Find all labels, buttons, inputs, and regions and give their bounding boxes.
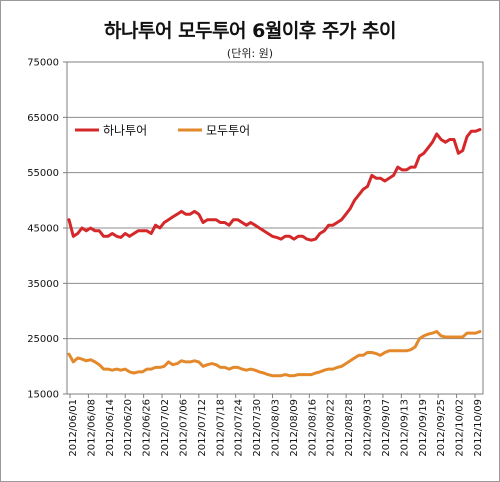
x-tick-label: 2012/09/19 bbox=[418, 399, 429, 457]
x-tick-label: 2012/07/12 bbox=[197, 399, 208, 457]
x-tick-label: 2012/07/02 bbox=[160, 399, 171, 457]
y-tick-label: 55000 bbox=[27, 168, 59, 179]
y-tick-label: 25000 bbox=[27, 334, 59, 345]
x-tick-label: 2012/06/01 bbox=[68, 399, 79, 457]
y-tick-label: 65000 bbox=[27, 113, 59, 124]
x-tick-label: 2012/10/09 bbox=[473, 399, 484, 457]
legend: 하나투어 모두투어 bbox=[75, 124, 250, 138]
x-tick-label: 2012/09/13 bbox=[399, 399, 410, 457]
x-tick-label: 2012/06/26 bbox=[142, 399, 153, 457]
y-tick-label: 15000 bbox=[27, 390, 59, 401]
x-tick-label: 2012/07/24 bbox=[234, 399, 245, 457]
x-tick-label: 2012/07/06 bbox=[178, 399, 189, 457]
x-tick-label: 2012/08/09 bbox=[289, 399, 300, 457]
x-tick-label: 2012/08/16 bbox=[307, 399, 318, 457]
series bbox=[67, 128, 482, 378]
axes: 15000 25000 35000 45000 55000 65000 75000 2012/… bbox=[27, 58, 484, 457]
x-tick-label: 2012/07/18 bbox=[215, 399, 226, 457]
x-tick-label: 2012/06/20 bbox=[123, 399, 134, 457]
x-tick-label: 2012/09/03 bbox=[363, 399, 374, 457]
x-tick-label: 2012/06/08 bbox=[86, 399, 97, 457]
series-line-1 bbox=[67, 128, 482, 242]
x-tick-label: 2012/10/02 bbox=[455, 399, 466, 457]
grid bbox=[67, 61, 483, 395]
x-tick-label: 2012/08/28 bbox=[344, 399, 355, 457]
legend-label-1: 하나투어 bbox=[103, 124, 147, 138]
x-tick-label: 2012/09/25 bbox=[436, 399, 447, 457]
x-tick-label: 2012/06/14 bbox=[105, 399, 116, 457]
x-tick-label: 2012/08/03 bbox=[271, 399, 282, 457]
chart-subtitle: (단위: 원) bbox=[226, 47, 274, 60]
legend-label-2: 모두투어 bbox=[206, 124, 250, 138]
chart-title: 하나투어 모두투어 6월이후 주가 추이 bbox=[104, 20, 396, 42]
x-tick-label: 2012/07/30 bbox=[252, 399, 263, 457]
x-tick-label: 2012/08/22 bbox=[326, 399, 337, 457]
x-tick-label: 2012/09/07 bbox=[381, 399, 392, 457]
y-tick-label: 75000 bbox=[27, 58, 59, 69]
y-tick-label: 45000 bbox=[27, 224, 59, 235]
y-tick-label: 35000 bbox=[27, 279, 59, 290]
series-line-2 bbox=[67, 330, 482, 378]
